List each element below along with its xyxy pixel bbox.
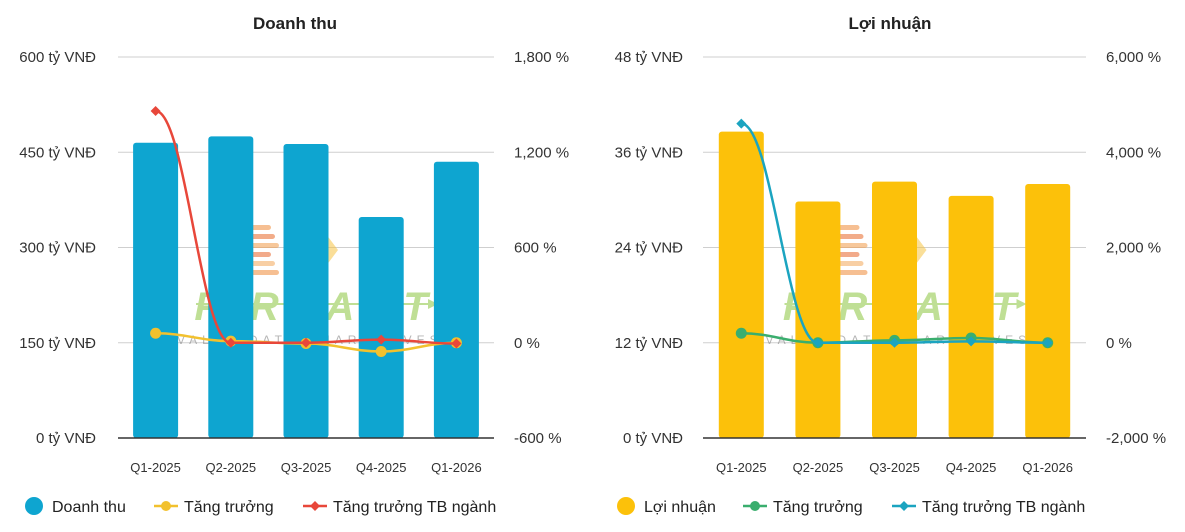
- y-right-tick-label: 6,000 %: [1106, 49, 1161, 66]
- bar-q1-2026[interactable]: [433, 161, 479, 438]
- chart-2: Lợi nhuận 0 tỷ VNĐ -2,000 % 12 tỷ VNĐ 0 % 24 …: [615, 14, 1166, 516]
- x-tick-label: Q3-2025: [869, 460, 920, 475]
- x-tick-label: Q2-2025: [793, 460, 844, 475]
- legend-item[interactable]: Tăng trưởng: [743, 499, 863, 516]
- legend-item[interactable]: Tăng trưởng TB ngành: [303, 499, 496, 516]
- legend-dot-icon: [161, 501, 171, 511]
- series-point[interactable]: [301, 337, 311, 348]
- y-left-tick-label: 48 tỷ VNĐ: [615, 49, 684, 66]
- watermark-arrow-icon: [428, 299, 438, 309]
- y-right-tick-label: 4,000 %: [1106, 144, 1161, 161]
- series-point[interactable]: [1042, 337, 1053, 348]
- bar-q3-2025[interactable]: [872, 181, 917, 438]
- x-tick-label: Q1-2026: [1022, 460, 1073, 475]
- bar-q2-2025[interactable]: [208, 136, 254, 438]
- legend-item[interactable]: Lợi nhuận: [617, 497, 716, 516]
- series-line-2: [740, 122, 1048, 345]
- y-right-tick-label: -600 %: [514, 430, 562, 447]
- bar-q1-2026[interactable]: [1025, 184, 1071, 438]
- series-point[interactable]: [889, 337, 900, 348]
- y-left-tick-label: 0 tỷ VNĐ: [36, 430, 96, 447]
- series-point[interactable]: [736, 118, 747, 129]
- legend-label: Doanh thu: [52, 499, 126, 516]
- y-left-tick-label: 600 tỷ VNĐ: [19, 49, 96, 66]
- legend-label: Tăng trưởng: [184, 499, 274, 516]
- y-right-tick-label: 0 %: [514, 335, 540, 352]
- bar-q2-2025[interactable]: [795, 201, 841, 438]
- y-right-tick-label: 2,000 %: [1106, 240, 1161, 257]
- legend-label: Lợi nhuận: [644, 499, 716, 516]
- x-tick-label: Q1-2025: [716, 460, 767, 475]
- legend-dot-icon: [750, 501, 760, 511]
- series-point[interactable]: [812, 337, 823, 348]
- series-point[interactable]: [150, 327, 162, 339]
- y-left-tick-label: 150 tỷ VNĐ: [19, 335, 96, 352]
- legend-diamond-icon: [899, 501, 909, 511]
- y-left-tick-label: 24 tỷ VNĐ: [615, 240, 684, 257]
- y-right-tick-label: 0 %: [1106, 335, 1132, 352]
- y-left-tick-label: 12 tỷ VNĐ: [615, 335, 684, 352]
- legend-item[interactable]: Tăng trưởng TB ngành: [892, 499, 1085, 516]
- chart-title: Doanh thu: [253, 14, 337, 33]
- y-right-tick-label: -2,000 %: [1106, 430, 1166, 447]
- series-point[interactable]: [735, 327, 747, 339]
- series-point[interactable]: [150, 105, 161, 116]
- series-point[interactable]: [451, 338, 462, 349]
- y-left-tick-label: 36 tỷ VNĐ: [615, 144, 684, 161]
- x-tick-label: Q3-2025: [281, 460, 332, 475]
- y-right-tick-label: 1,800 %: [514, 49, 569, 66]
- legend-label: Tăng trưởng TB ngành: [922, 499, 1085, 516]
- legend-label: Tăng trưởng: [773, 499, 863, 516]
- series-line-2: [155, 109, 457, 345]
- y-left-tick-label: 450 tỷ VNĐ: [19, 144, 96, 161]
- bar-q1-2025[interactable]: [133, 142, 179, 438]
- legend-diamond-icon: [310, 501, 320, 511]
- x-tick-label: Q1-2025: [130, 460, 181, 475]
- y-right-tick-label: 600 %: [514, 240, 557, 257]
- y-left-tick-label: 0 tỷ VNĐ: [623, 430, 683, 447]
- bar-q4-2025[interactable]: [358, 217, 404, 438]
- series-point[interactable]: [376, 334, 387, 345]
- chart-1: Doanh thu 0 tỷ VNĐ -600 % 150 tỷ VNĐ 0 % 300 …: [19, 14, 569, 516]
- legend-item[interactable]: Tăng trưởng: [154, 499, 274, 516]
- x-tick-label: Q4-2025: [946, 460, 997, 475]
- x-tick-label: Q2-2025: [206, 460, 257, 475]
- y-left-tick-label: 300 tỷ VNĐ: [19, 240, 96, 257]
- y-right-tick-label: 1,200 %: [514, 144, 569, 161]
- bar-q4-2025[interactable]: [948, 195, 994, 438]
- watermark-arrow-icon: [1016, 299, 1027, 309]
- series-point[interactable]: [966, 336, 977, 347]
- x-tick-label: Q1-2026: [431, 460, 482, 475]
- bar-q3-2025[interactable]: [283, 143, 329, 438]
- series-point[interactable]: [225, 337, 236, 348]
- legend-marker-icon: [25, 497, 43, 515]
- chart-title: Lợi nhuận: [849, 14, 932, 33]
- bar-q1-2025[interactable]: [718, 131, 764, 439]
- series-point[interactable]: [375, 345, 387, 357]
- x-tick-label: Q4-2025: [356, 460, 407, 475]
- legend-item[interactable]: Doanh thu: [25, 497, 126, 516]
- legend-label: Tăng trưởng TB ngành: [333, 499, 496, 516]
- legend-marker-icon: [617, 497, 635, 515]
